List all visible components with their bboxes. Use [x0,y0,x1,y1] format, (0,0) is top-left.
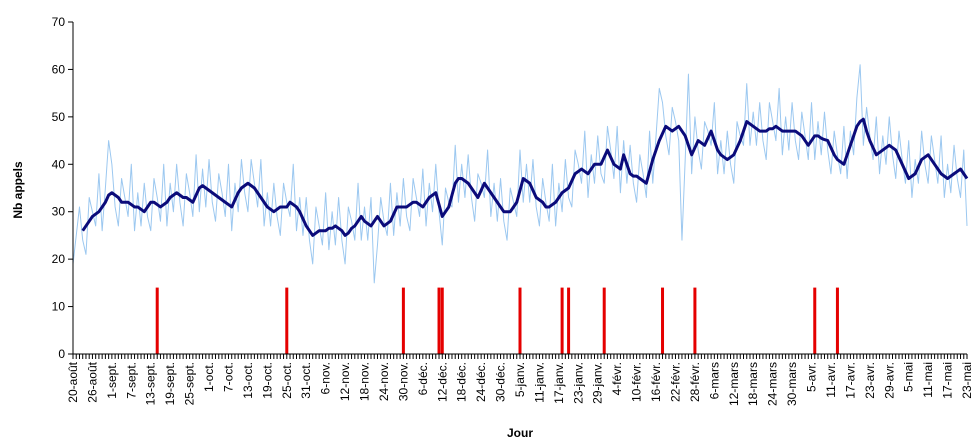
event-bar [437,287,441,354]
x-tick-label: 18-nov. [358,362,372,401]
event-bar [567,287,571,354]
x-tick-label: 11-janv. [532,362,546,403]
x-tick-label: 26-août [85,361,99,402]
x-tick-label: 31-oct. [299,362,313,399]
event-bar [813,287,817,354]
y-axis-title: Nb appels [11,161,25,219]
x-tick-label: 30-déc. [494,362,508,402]
x-tick-label: 16-févr. [649,362,663,402]
y-tick-label: 10 [52,300,66,314]
x-tick-label: 18-déc. [455,362,469,402]
x-tick-label: 7-sept. [124,362,138,399]
x-tick-label: 13-oct. [241,362,255,399]
x-tick-label: 20-août [66,361,80,402]
x-tick-label: 10-févr. [630,362,644,402]
event-bar [693,287,697,354]
y-tick-label: 50 [52,110,66,124]
x-tick-label: 6-déc. [416,362,430,395]
y-tick-label: 0 [58,347,65,361]
event-bar [560,287,564,354]
event-bar [440,287,444,354]
y-tick-label: 40 [52,157,66,171]
smoothed-line [81,117,969,237]
x-tick-label: 17-janv. [552,362,566,404]
x-tick-label: 28-févr. [688,362,702,402]
event-bar [285,287,289,354]
x-tick-label: 13-sept. [144,362,158,405]
x-tick-label: 24-déc. [474,362,488,402]
x-tick-label: 5-janv. [513,362,527,397]
x-tick-label: 23-mai [960,362,974,399]
y-tick-label: 30 [52,205,66,219]
x-tick-label: 12-déc. [435,362,449,402]
x-tick-label: 24-nov. [377,362,391,401]
x-tick-label: 5-avr. [805,362,819,392]
x-tick-label: 1-sept. [105,362,119,399]
x-tick-label: 11-mai [921,362,935,398]
y-tick-label: 70 [52,15,66,29]
x-tick-label: 17-mai [941,362,955,399]
x-tick-label: 12-mars [727,362,741,406]
x-tick-label: 11-avr. [824,362,838,398]
event-bar [155,287,159,354]
x-tick-label: 5-mai [902,362,916,392]
event-bar [401,287,405,354]
x-tick-label: 19-oct. [260,362,274,399]
y-tick-label: 60 [52,62,66,76]
event-bar [835,287,839,354]
x-tick-label: 30-mars [785,362,799,406]
event-bar [518,287,522,354]
x-tick-label: 25-sept. [183,362,197,405]
x-tick-label: 17-avr. [843,362,857,399]
x-axis-title: Jour [507,426,533,440]
x-tick-label: 22-févr. [668,362,682,402]
x-tick-label: 6-nov. [319,362,333,394]
x-tick-label: 18-mars [746,362,760,406]
x-tick-label: 29-avr. [882,362,896,399]
x-tick-label: 1-oct. [202,362,216,392]
x-tick-label: 7-oct. [221,362,235,392]
event-bar [661,287,665,354]
x-tick-label: 24-mars [766,362,780,406]
x-tick-label: 6-mars [707,362,721,399]
x-tick-label: 29-janv. [591,362,605,404]
x-tick-label: 23-avr. [863,362,877,399]
x-tick-label: 25-oct. [280,362,294,399]
x-tick-label: 12-nov. [338,362,352,401]
y-tick-label: 20 [52,252,66,266]
x-tick-label: 30-nov. [396,362,410,401]
x-tick-label: 4-févr. [610,362,624,395]
event-bar [602,287,606,354]
x-tick-label: 23-janv. [571,362,585,404]
x-tick-label: 19-sept. [163,362,177,405]
daily-line [72,64,968,284]
